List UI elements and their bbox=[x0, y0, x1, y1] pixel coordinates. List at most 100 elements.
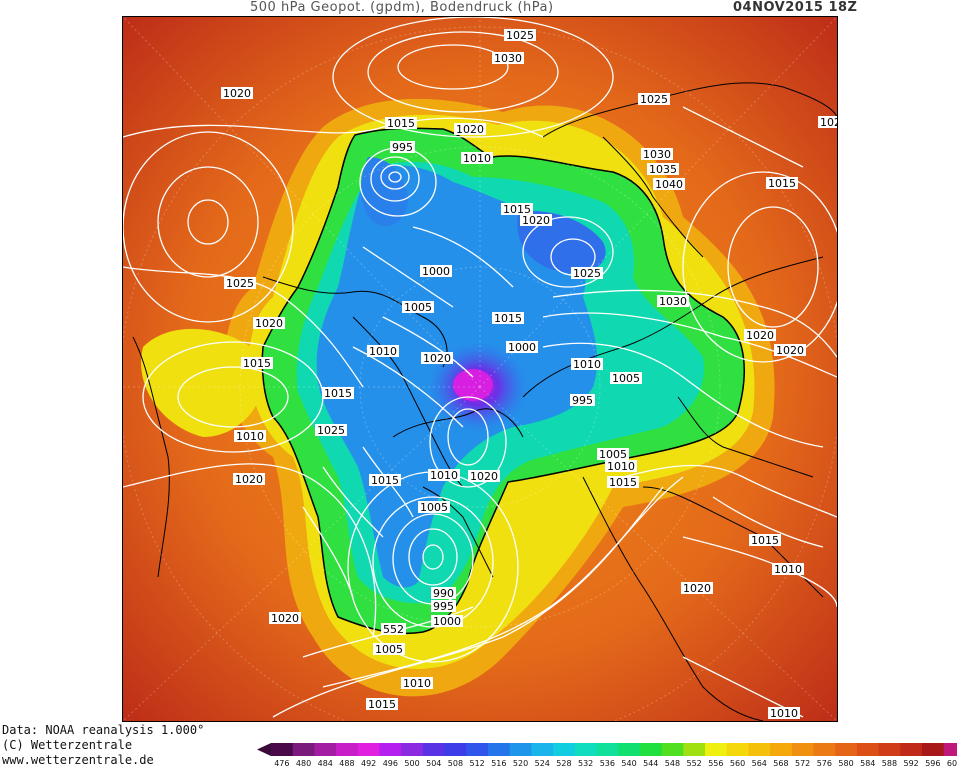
colorbar-tick-label: 492 bbox=[361, 759, 376, 768]
pressure-value: 1025 bbox=[820, 116, 837, 129]
pressure-value: 1035 bbox=[649, 163, 677, 176]
pressure-value: 1015 bbox=[368, 698, 396, 711]
colorbar-cell bbox=[336, 743, 359, 756]
pressure-label: 1015 bbox=[749, 534, 781, 547]
pressure-value: 995 bbox=[392, 141, 413, 154]
copyright: (C) Wetterzentrale bbox=[2, 738, 133, 752]
colorbar-cell bbox=[878, 743, 901, 756]
pressure-value: 1015 bbox=[387, 117, 415, 130]
pressure-label: 1010 bbox=[571, 358, 603, 371]
colorbar-cell bbox=[791, 743, 814, 756]
colorbar-tick-label: 540 bbox=[621, 759, 636, 768]
pressure-label: 1010 bbox=[768, 707, 800, 720]
pressure-value: 1025 bbox=[640, 93, 668, 106]
colorbar-cell bbox=[748, 743, 771, 756]
colorbar-cell bbox=[835, 743, 858, 756]
colorbar-cell bbox=[509, 743, 532, 756]
colorbar-cell bbox=[726, 743, 749, 756]
pressure-value: 1025 bbox=[573, 267, 601, 280]
pressure-label: 1025 bbox=[315, 424, 347, 437]
pressure-value: 1010 bbox=[774, 563, 802, 576]
pressure-label: 1030 bbox=[657, 295, 689, 308]
colorbar-cell bbox=[900, 743, 923, 756]
colorbar-cell bbox=[618, 743, 641, 756]
website-link[interactable]: www.wetterzentrale.de bbox=[2, 753, 154, 767]
colorbar-tick-label: 512 bbox=[470, 759, 485, 768]
pressure-label: 1010 bbox=[428, 469, 460, 482]
pressure-label: 1000 bbox=[506, 341, 538, 354]
pressure-label: 1010 bbox=[772, 563, 804, 576]
pressure-value: 1010 bbox=[607, 460, 635, 473]
pressure-value: 1010 bbox=[236, 430, 264, 443]
geopotential-map: 1025 1030 1020 1025 1015 1020 995 1010 1030 1035 1… bbox=[122, 16, 838, 722]
colorbar-tick-label: 596 bbox=[925, 759, 940, 768]
pressure-value: 1010 bbox=[770, 707, 798, 720]
pressure-label: 1015 bbox=[501, 203, 533, 216]
colorbar-tick-label: 580 bbox=[838, 759, 853, 768]
colorbar-cell bbox=[813, 743, 836, 756]
colorbar-tick-label: 544 bbox=[643, 759, 658, 768]
pressure-value: 1030 bbox=[643, 148, 671, 161]
colorbar-tick-label: 560 bbox=[730, 759, 745, 768]
pressure-value: 1010 bbox=[369, 345, 397, 358]
pressure-value: 1020 bbox=[456, 123, 484, 136]
colorbar-cell bbox=[379, 743, 402, 756]
colorbar-cell bbox=[488, 743, 511, 756]
pressure-label: 1020 bbox=[454, 123, 486, 136]
pressure-label: 995 bbox=[570, 394, 595, 407]
isobars bbox=[123, 17, 837, 718]
pressure-label: 1005 bbox=[418, 501, 450, 514]
graticule bbox=[123, 17, 837, 721]
pressure-value: 995 bbox=[572, 394, 593, 407]
pressure-value: 1030 bbox=[494, 52, 522, 65]
pressure-label: 1000 bbox=[431, 615, 463, 628]
colorbar-tick-label: 480 bbox=[296, 759, 311, 768]
colorbar-cell bbox=[639, 743, 663, 756]
pressure-label: 1010 bbox=[461, 152, 493, 165]
pressure-value: 1020 bbox=[470, 470, 498, 483]
pressure-label: 1010 bbox=[367, 345, 399, 358]
data-source: Data: NOAA reanalysis 1.000° bbox=[2, 723, 205, 737]
colorbar-tick-label: 548 bbox=[665, 759, 680, 768]
pressure-label: 1005 bbox=[373, 643, 405, 656]
pressure-label: 1025 bbox=[224, 277, 256, 290]
pressure-value: 552 bbox=[383, 623, 404, 636]
colorbar-tick-label: 504 bbox=[426, 759, 441, 768]
pressure-label: 1020 bbox=[221, 87, 253, 100]
colorbar-tick-label: 572 bbox=[795, 759, 810, 768]
pressure-value: 1020 bbox=[776, 344, 804, 357]
pressure-label: 1020 bbox=[520, 214, 552, 227]
pressure-label: 1030 bbox=[641, 148, 673, 161]
pressure-value: 1010 bbox=[430, 469, 458, 482]
pressure-value: 1025 bbox=[317, 424, 345, 437]
colorbar-cell bbox=[856, 743, 880, 756]
pressure-label: 1005 bbox=[402, 301, 434, 314]
colorbar-tick-label: 564 bbox=[752, 759, 767, 768]
pressure-value: 1015 bbox=[324, 387, 352, 400]
pressure-value: 1030 bbox=[659, 295, 687, 308]
pressure-label: 995 bbox=[390, 141, 415, 154]
colorbar-tick-label: 516 bbox=[491, 759, 506, 768]
colorbar-tick-label: 600 bbox=[947, 759, 957, 768]
polar-low-center bbox=[453, 369, 493, 401]
colorbar-tick-label: 524 bbox=[535, 759, 550, 768]
colorbar-min-arrow bbox=[257, 743, 271, 756]
pressure-value: 1005 bbox=[375, 643, 403, 656]
pressure-label: 1020 bbox=[421, 352, 453, 365]
colorbar-cell bbox=[444, 743, 467, 756]
pressure-label: 1025 bbox=[504, 29, 536, 42]
pressure-label: 1025 bbox=[818, 116, 837, 129]
pressure-label: 1010 bbox=[605, 460, 637, 473]
pressure-value: 1020 bbox=[522, 214, 550, 227]
pressure-value: 1020 bbox=[423, 352, 451, 365]
pressure-label: 1040 bbox=[653, 178, 685, 191]
colorbar-tick-label: 568 bbox=[773, 759, 788, 768]
pressure-label: 1020 bbox=[269, 612, 301, 625]
pressure-value: 1015 bbox=[371, 474, 399, 487]
pressure-value: 1015 bbox=[494, 312, 522, 325]
colorbar-cell bbox=[271, 743, 294, 756]
colorbar-cell bbox=[661, 743, 684, 756]
pressure-label: 1020 bbox=[233, 473, 265, 486]
colorbar-tick-label: 476 bbox=[274, 759, 289, 768]
pressure-label: 1005 bbox=[610, 372, 642, 385]
